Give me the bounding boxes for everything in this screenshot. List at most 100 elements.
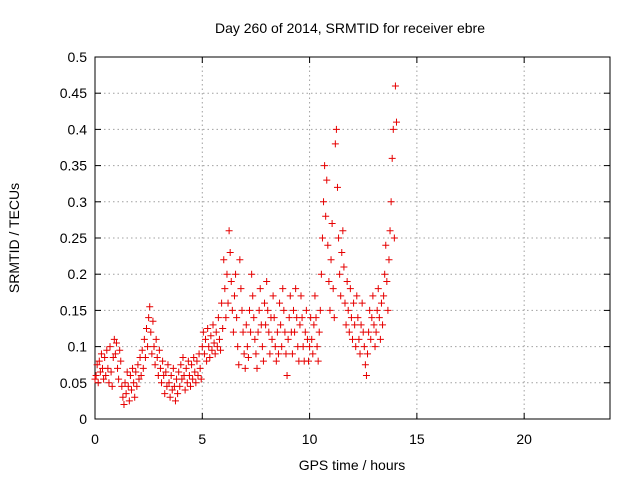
data-point [282, 350, 290, 358]
data-point [388, 154, 396, 162]
data-point [268, 335, 276, 343]
data-point [284, 335, 292, 343]
data-point [253, 364, 261, 372]
data-point [226, 248, 234, 256]
x-tick-label: 0 [91, 431, 99, 447]
data-point [289, 306, 297, 314]
data-point [313, 343, 321, 351]
data-point [367, 335, 375, 343]
data-point [373, 306, 381, 314]
y-tick-label: 0.1 [68, 339, 88, 355]
y-tick-label: 0.5 [68, 49, 88, 65]
data-point [152, 335, 160, 343]
data-point [108, 382, 116, 390]
data-point [283, 372, 291, 380]
x-axis-label: GPS time / hours [299, 457, 406, 473]
data-point [286, 292, 294, 300]
data-point [193, 357, 201, 365]
data-point [116, 346, 124, 354]
data-point [248, 270, 256, 278]
data-point [316, 306, 324, 314]
data-point [272, 357, 280, 365]
data-point [130, 379, 138, 387]
data-point [105, 379, 113, 387]
data-point [213, 343, 221, 351]
data-point [306, 343, 314, 351]
data-point [168, 386, 176, 394]
data-point [379, 321, 387, 329]
data-point [265, 328, 273, 336]
y-tick-label: 0.35 [60, 158, 87, 174]
data-point [315, 328, 323, 336]
data-point [171, 397, 179, 405]
data-point [175, 368, 183, 376]
data-point [202, 335, 210, 343]
data-point [317, 270, 325, 278]
data-point [336, 270, 344, 278]
data-point [299, 343, 307, 351]
data-point [214, 314, 222, 322]
x-tick-label: 10 [302, 431, 318, 447]
data-point [311, 292, 319, 300]
data-point [204, 325, 212, 332]
data-point [211, 350, 219, 358]
data-point [273, 328, 281, 336]
data-point [312, 314, 320, 322]
data-point [349, 335, 356, 343]
data-point [197, 375, 205, 383]
data-point [302, 306, 310, 314]
data-point [182, 364, 190, 372]
data-point [259, 357, 267, 365]
data-point [274, 350, 282, 358]
data-point [244, 353, 252, 361]
data-point [270, 314, 278, 322]
data-point [327, 256, 335, 264]
data-point [320, 198, 328, 206]
data-point [321, 162, 329, 170]
data-point [100, 375, 108, 383]
data-point [278, 343, 286, 351]
data-point [112, 339, 120, 347]
data-point [181, 386, 189, 394]
data-point [246, 306, 253, 314]
data-point [91, 375, 99, 383]
data-point [308, 335, 316, 343]
data-point [329, 285, 337, 293]
data-point [345, 328, 353, 336]
data-point [225, 227, 233, 235]
data-point [292, 285, 300, 293]
data-point [352, 343, 360, 351]
y-tick-label: 0.3 [68, 194, 88, 210]
data-point [247, 328, 255, 336]
data-point [338, 248, 346, 256]
data-point [323, 176, 331, 184]
data-point [194, 372, 202, 380]
data-point [198, 343, 206, 351]
data-point [361, 361, 369, 369]
data-point [328, 220, 336, 228]
data-point [241, 364, 249, 372]
data-point [360, 343, 368, 351]
data-point [196, 364, 204, 372]
data-point [149, 317, 157, 325]
data-point [212, 328, 220, 336]
data-point [249, 292, 257, 300]
data-point [103, 346, 111, 354]
data-point [163, 382, 171, 390]
data-point [238, 306, 246, 314]
data-point [106, 343, 114, 351]
data-point [342, 321, 350, 329]
data-point [285, 314, 293, 322]
data-point [188, 361, 196, 369]
data-point [229, 328, 237, 336]
data-point [236, 256, 244, 264]
data-point [389, 125, 397, 133]
data-point [167, 372, 175, 380]
data-point [137, 372, 145, 380]
data-point [354, 314, 362, 322]
data-point [375, 314, 383, 322]
data-point [233, 314, 241, 322]
data-point [326, 306, 334, 314]
data-point [177, 361, 185, 369]
data-point [174, 390, 182, 398]
